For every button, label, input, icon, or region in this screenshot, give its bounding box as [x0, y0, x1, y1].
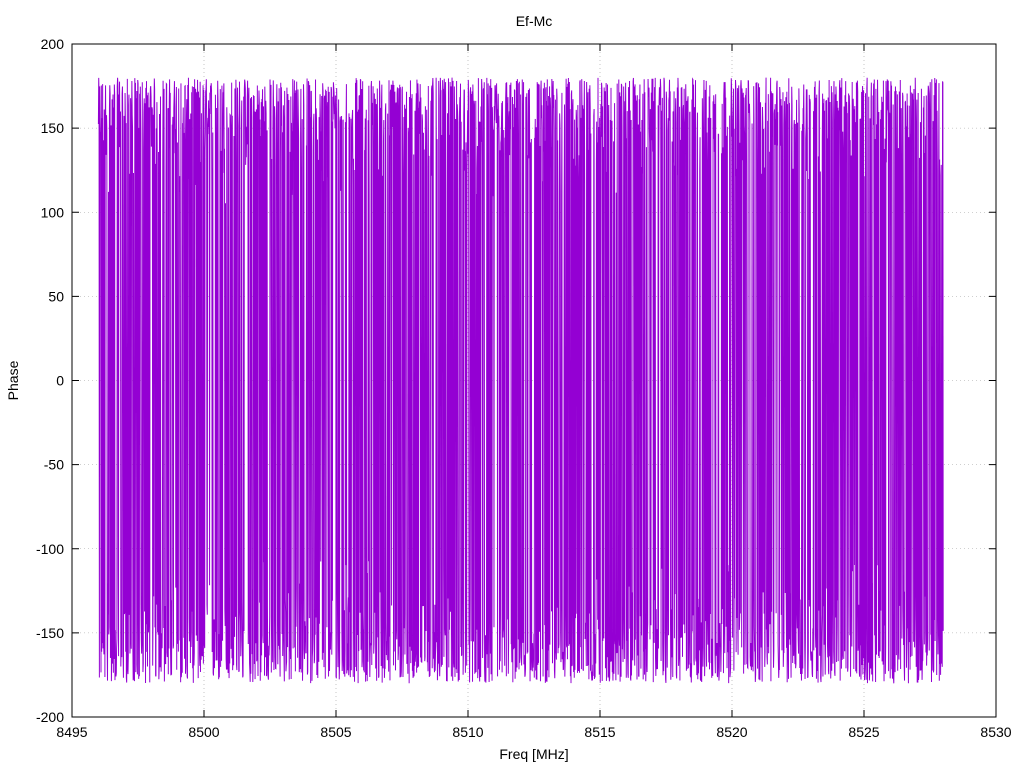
x-tick-label: 8505 [320, 724, 351, 740]
x-tick-label: 8495 [56, 724, 87, 740]
x-tick-label: 8530 [980, 724, 1011, 740]
y-tick-label: 150 [41, 120, 65, 136]
phase-series-line [97, 77, 944, 684]
y-tick-label: -200 [36, 709, 64, 725]
series-layer [97, 77, 944, 684]
x-tick-label: 8515 [584, 724, 615, 740]
chart-title: Ef-Mc [516, 13, 553, 29]
y-tick-label: 100 [41, 204, 65, 220]
y-tick-label: -150 [36, 625, 64, 641]
x-tick-label: 8525 [848, 724, 879, 740]
axis-ticks [71, 43, 997, 718]
y-tick-label: 50 [48, 288, 64, 304]
x-tick-label: 8500 [188, 724, 219, 740]
x-axis-label: Freq [MHz] [499, 746, 568, 762]
y-tick-label: -50 [44, 457, 64, 473]
y-tick-label: 200 [41, 36, 65, 52]
y-axis-label: Phase [5, 360, 21, 400]
tick-labels: 8495 8500 8505 8510 8515 8520 8525 8530 200 150 10… [36, 36, 1012, 740]
y-tick-label: -100 [36, 541, 64, 557]
y-tick-label: 0 [56, 373, 64, 389]
x-tick-label: 8520 [716, 724, 747, 740]
x-tick-label: 8510 [452, 724, 483, 740]
